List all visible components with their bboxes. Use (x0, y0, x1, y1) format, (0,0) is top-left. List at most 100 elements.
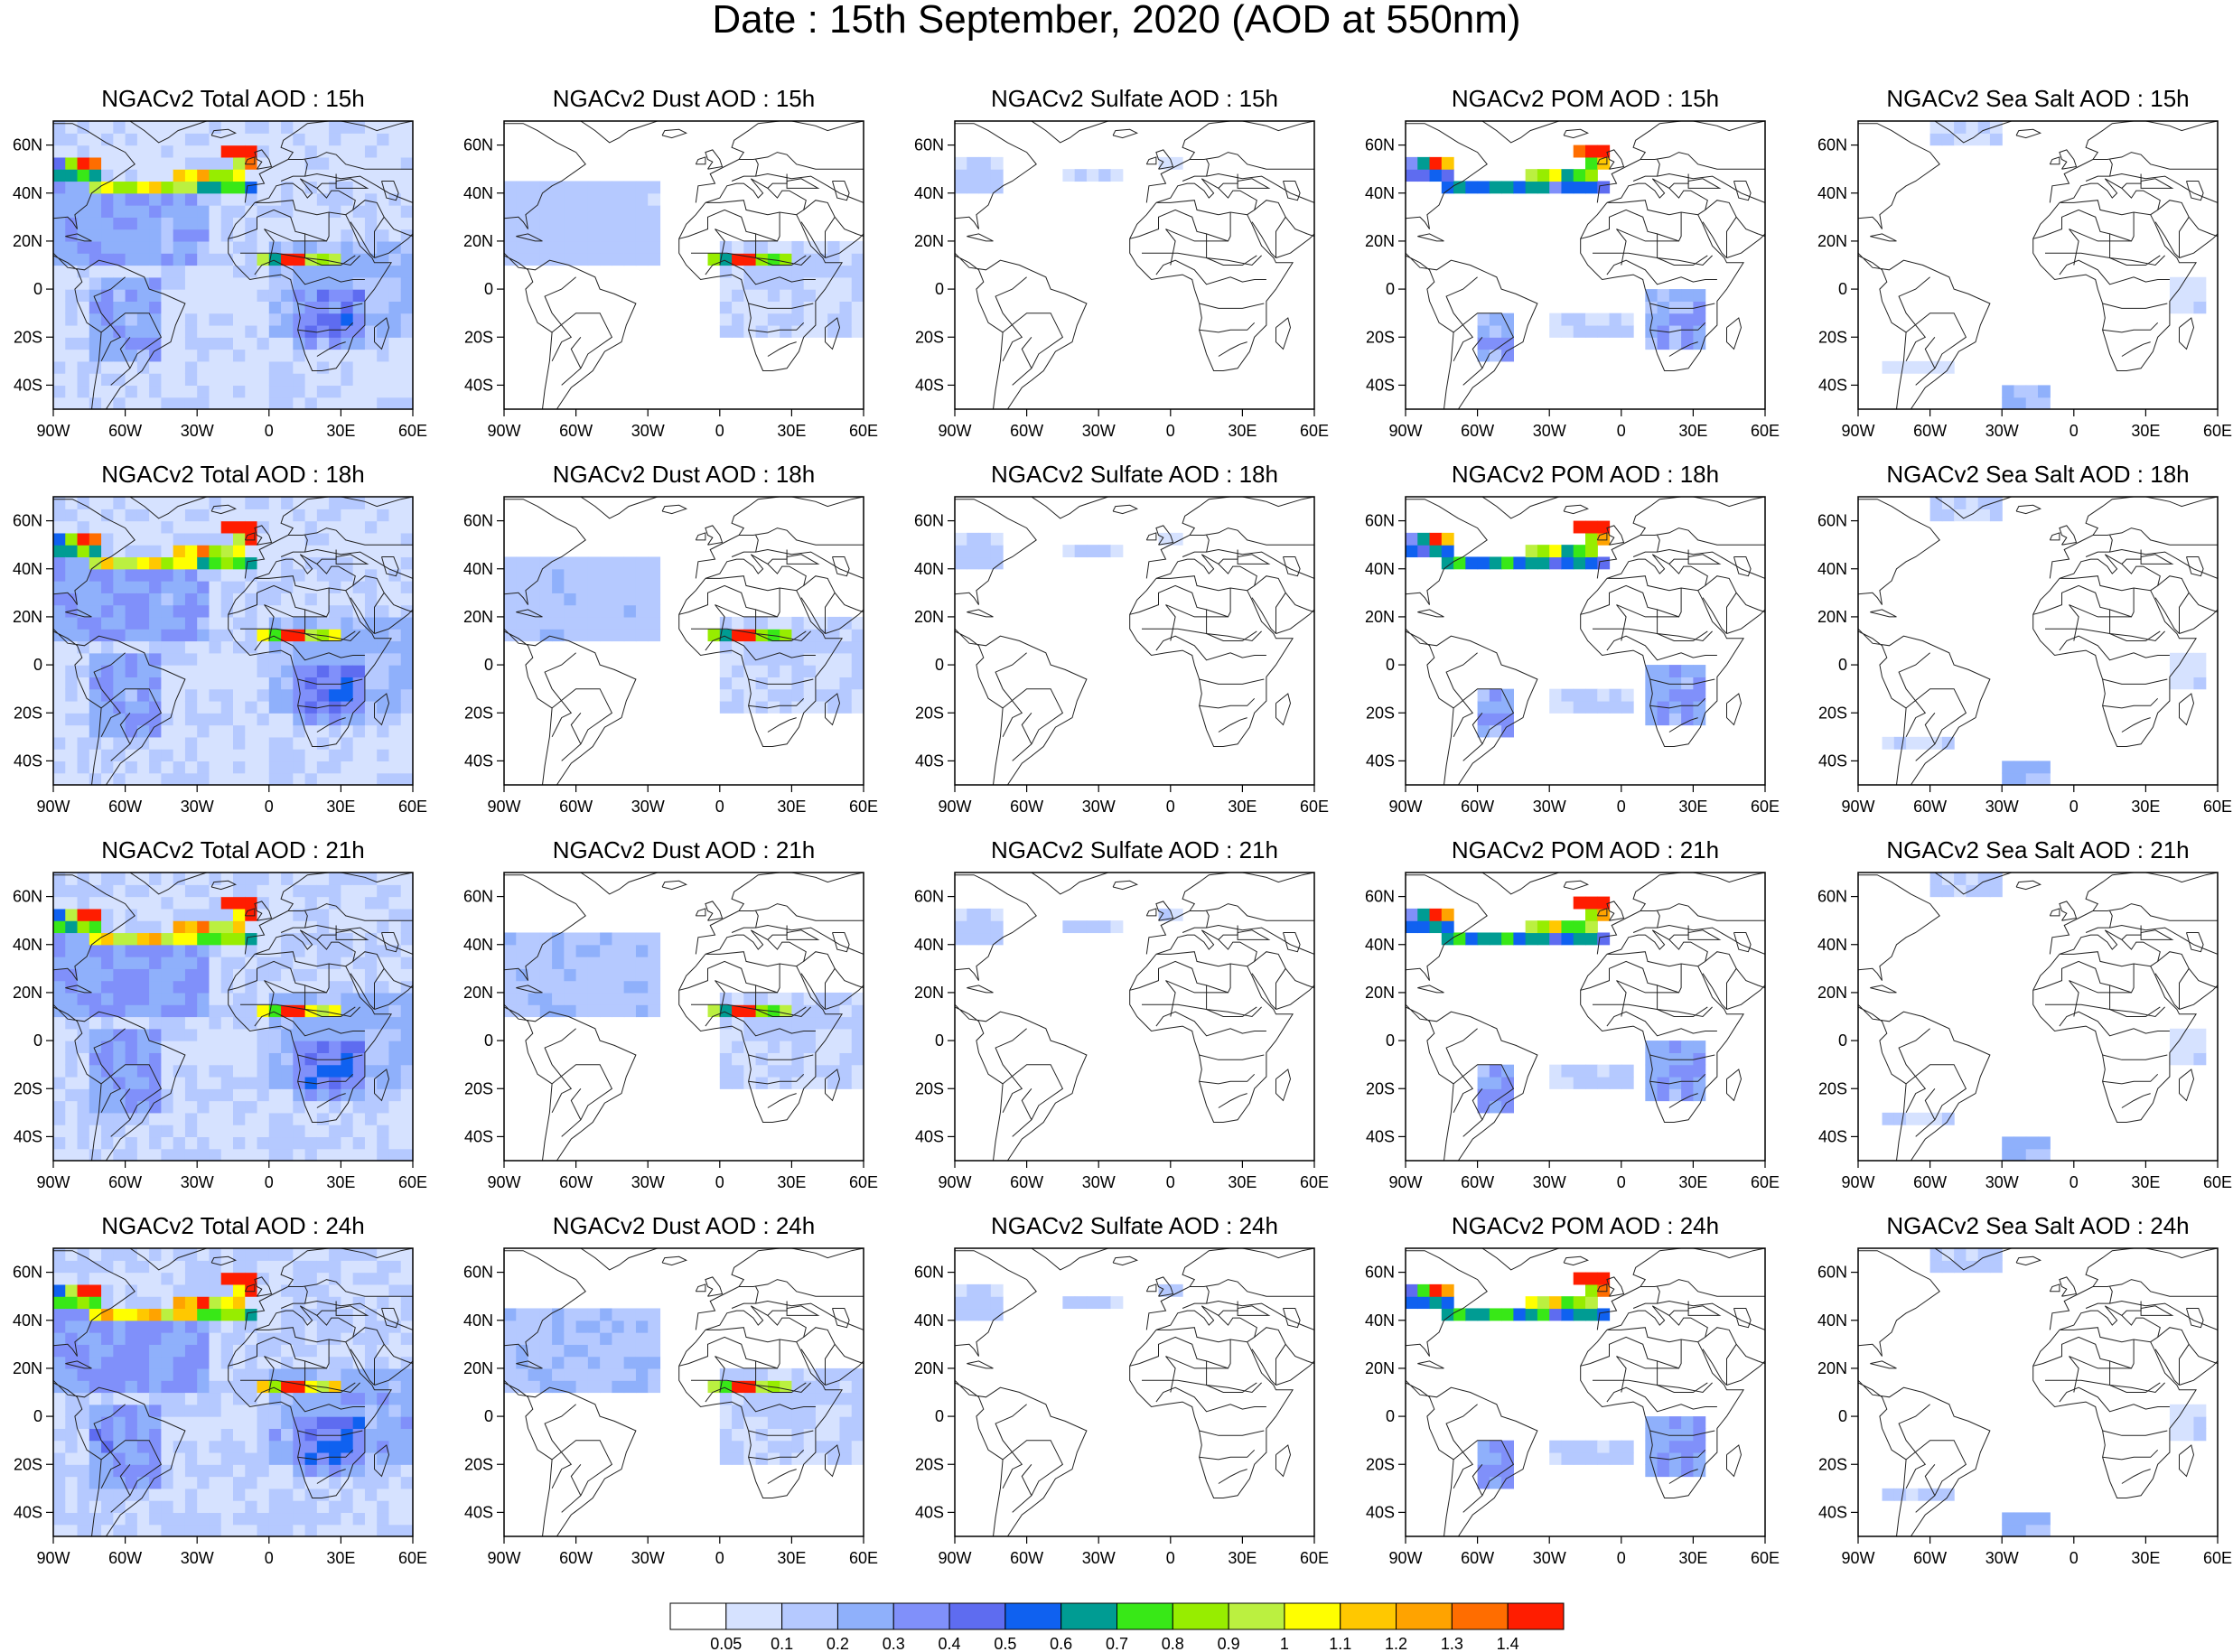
lon-tick-label: 90W (938, 1173, 971, 1191)
lat-tick-label: 20S (1818, 328, 1847, 346)
lon-tick-label: 0 (265, 422, 274, 440)
lon-tick-label: 60E (398, 1549, 427, 1567)
lon-tick-label: 0 (2069, 422, 2079, 440)
coastlines (1406, 121, 1765, 409)
figure-title: Date : 15th September, 2020 (AOD at 550n… (712, 0, 1521, 42)
lon-tick-label: 60W (559, 1549, 593, 1567)
lon-tick-label: 60E (849, 1173, 878, 1191)
lon-tick-label: 30W (1533, 422, 1566, 440)
lon-tick-label: 0 (715, 1173, 724, 1191)
coastlines (53, 873, 413, 1161)
lon-tick-label: 0 (1617, 1549, 1626, 1567)
lon-tick-label: 90W (1388, 798, 1422, 816)
lon-tick-label: 0 (1166, 1173, 1175, 1191)
lat-tick-label: 40S (1366, 1127, 1395, 1145)
aod-field (1406, 1248, 1765, 1536)
lat-tick-label: 60N (1365, 1264, 1395, 1282)
aod-field (1858, 873, 2218, 1161)
lat-tick-label: 20S (915, 704, 944, 722)
lon-tick-label: 90W (1841, 1549, 1874, 1567)
lat-tick-label: 20S (1366, 328, 1395, 346)
lon-tick-label: 30W (1985, 1173, 2019, 1191)
lon-tick-label: 60E (1751, 798, 1780, 816)
lat-tick-label: 40N (914, 1311, 944, 1330)
lat-tick-label: 0 (935, 1031, 944, 1050)
panel-frame (1857, 496, 2219, 786)
lon-tick-label: 0 (1166, 1549, 1175, 1567)
lat-tick-label: 60N (914, 136, 944, 154)
lat-tick-label: 40S (1818, 376, 1847, 394)
aod-field (955, 1248, 1314, 1536)
lat-tick-label: 0 (33, 1031, 42, 1050)
lat-tick-label: 20N (914, 608, 944, 626)
panel-title: NGACv2 Sea Salt AOD : 15h (1886, 85, 2189, 112)
panel-frame (1405, 120, 1766, 410)
panel-title: NGACv2 POM AOD : 21h (1452, 836, 1719, 863)
coastlines (53, 497, 413, 785)
lat-tick-label: 0 (935, 280, 944, 298)
lon-tick-label: 30W (181, 798, 214, 816)
aod-field (955, 497, 1314, 785)
lon-tick-label: 90W (1841, 798, 1874, 816)
lat-tick-label: 60N (1817, 888, 1847, 906)
lon-tick-label: 60W (1913, 422, 1947, 440)
lat-tick-label: 20N (1365, 608, 1395, 626)
aod-field (53, 873, 413, 1161)
lon-tick-label: 90W (36, 1549, 70, 1567)
lat-tick-label: 40N (1365, 560, 1395, 578)
lat-tick-label: 40S (1818, 1127, 1847, 1145)
panel-title: NGACv2 Sulfate AOD : 15h (991, 85, 1278, 112)
lat-tick-label: 20N (1817, 984, 1847, 1002)
lat-tick-label: 0 (1386, 656, 1395, 674)
map-panel: NGACv2 Dust AOD : 24h 90W 60W 30W 0 30E 60E 60N… (463, 1212, 878, 1567)
panel-title: NGACv2 POM AOD : 15h (1452, 85, 1719, 112)
lat-tick-label: 20N (463, 608, 493, 626)
lat-tick-label: 20N (13, 1359, 42, 1377)
lat-tick-label: 20N (914, 984, 944, 1002)
lat-tick-label: 20N (1365, 232, 1395, 250)
lat-tick-label: 40S (464, 1127, 493, 1145)
colorbar-swatch (1507, 1602, 1565, 1630)
lon-tick-label: 30E (1678, 798, 1707, 816)
lat-tick-label: 20N (13, 232, 42, 250)
lat-tick-label: 60N (1817, 1264, 1847, 1282)
lat-tick-label: 40N (13, 936, 42, 954)
coastlines (955, 121, 1314, 409)
lon-tick-label: 30W (631, 422, 665, 440)
lat-tick-label: 40N (463, 560, 493, 578)
coastlines (1858, 497, 2218, 785)
colorbar-label: 0.8 (1162, 1635, 1184, 1652)
lon-tick-label: 30W (1533, 1549, 1566, 1567)
aod-field (504, 121, 864, 409)
lat-tick-label: 60N (463, 888, 493, 906)
lat-tick-label: 0 (484, 656, 493, 674)
lat-tick-label: 40S (915, 1127, 944, 1145)
map-panel: NGACv2 POM AOD : 18h 90W 60W 30W 0 30E 60E 60N 4… (1365, 461, 1780, 816)
lat-tick-label: 60N (914, 1264, 944, 1282)
aod-field (1406, 497, 1765, 785)
map-panel: NGACv2 Dust AOD : 21h 90W 60W 30W 0 30E 60E 60N… (463, 836, 878, 1191)
panel-title: NGACv2 Total AOD : 21h (101, 836, 364, 863)
map-panel-grid: NGACv2 Total AOD : 15h 90W 60W 30W 0 30E 60E 60… (13, 85, 2232, 1567)
lon-tick-label: 60W (559, 1173, 593, 1191)
lon-tick-label: 0 (2069, 1173, 2079, 1191)
panel-frame (954, 1247, 1315, 1537)
lat-tick-label: 0 (1838, 656, 1847, 674)
lon-tick-label: 30E (777, 1173, 806, 1191)
coastlines (504, 873, 864, 1161)
lon-tick-label: 30E (1678, 1549, 1707, 1567)
coastlines (1858, 873, 2218, 1161)
lat-tick-label: 40S (464, 1503, 493, 1521)
map-panel: NGACv2 POM AOD : 15h 90W 60W 30W 0 30E 60E 60N 4… (1365, 85, 1780, 440)
lat-tick-label: 60N (914, 512, 944, 530)
panel-title: NGACv2 POM AOD : 18h (1452, 461, 1719, 488)
colorbar-label: 0.05 (710, 1635, 742, 1652)
colorbar-swatch (948, 1602, 1006, 1630)
colorbar-swatch (1451, 1602, 1509, 1630)
aod-field (53, 1248, 413, 1536)
colorbar-label: 1.1 (1329, 1635, 1351, 1652)
aod-field (504, 873, 864, 1161)
colorbar-label: 1.4 (1497, 1635, 1519, 1652)
lat-tick-label: 40N (914, 184, 944, 202)
lon-tick-label: 60E (2203, 1173, 2232, 1191)
